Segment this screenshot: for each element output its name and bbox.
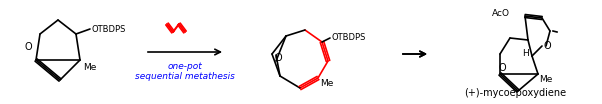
Text: O: O [24,42,32,52]
Text: sequential metathesis: sequential metathesis [135,72,235,81]
Text: OTBDPS: OTBDPS [91,25,125,33]
Text: (+)-mycoepoxydiene: (+)-mycoepoxydiene [464,88,566,98]
Text: OTBDPS: OTBDPS [331,33,365,43]
Text: O: O [498,63,506,73]
Text: Me: Me [539,74,553,84]
Text: H: H [523,48,529,58]
Text: AcO: AcO [492,9,510,17]
Text: one-pot: one-pot [167,62,202,71]
Text: Me: Me [320,79,334,89]
Text: O: O [274,53,282,63]
Text: Me: Me [83,63,96,72]
Text: O: O [543,41,551,51]
